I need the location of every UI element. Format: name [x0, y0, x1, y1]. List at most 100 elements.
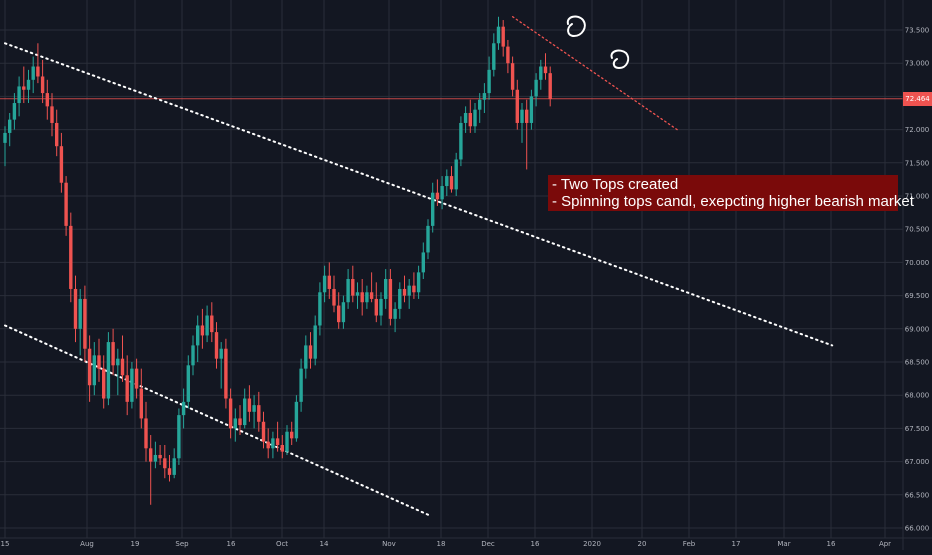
candle-body — [280, 445, 284, 452]
candle-body — [416, 272, 421, 293]
candle-body — [40, 76, 45, 94]
y-tick-label: 69.500 — [905, 292, 930, 300]
candle-body — [22, 86, 26, 90]
y-tick-label: 69.000 — [905, 325, 930, 333]
candle-body — [337, 305, 341, 323]
candle-body — [12, 103, 17, 120]
x-tick-label: Oct — [276, 540, 288, 548]
x-tick-label: 18 — [437, 540, 446, 548]
candle-body — [548, 73, 552, 100]
y-tick-label: 71.500 — [905, 159, 930, 167]
candle-body — [431, 192, 435, 226]
candle-body — [64, 182, 68, 226]
candle-body — [228, 398, 233, 429]
candle-body — [492, 43, 496, 70]
candle-body — [369, 292, 374, 299]
annotation-line-2: - Spinning tops candl, exepcting higher … — [552, 193, 914, 210]
candle-body — [247, 398, 252, 412]
candle-body — [534, 79, 538, 97]
candle-body — [3, 132, 7, 143]
candle-body — [374, 298, 378, 316]
x-tick-label: Aug — [80, 540, 94, 548]
candle-body — [449, 176, 454, 190]
candle-body — [59, 146, 64, 183]
candle-body — [210, 315, 214, 333]
x-tick-label: 19 — [131, 540, 140, 548]
candle-body — [257, 405, 261, 422]
candle-body — [111, 342, 115, 366]
x-tick-label: 14 — [320, 540, 329, 548]
y-tick-label: 66.000 — [905, 525, 930, 533]
candle-body — [285, 431, 289, 452]
x-tick-label: Apr — [879, 540, 891, 548]
candle-body — [139, 388, 143, 419]
last-price-label: 72.464 — [903, 91, 932, 106]
candle-body — [36, 66, 40, 77]
candle-body — [421, 252, 425, 273]
candle-body — [172, 458, 176, 475]
candle-body — [355, 292, 360, 296]
candle-body — [426, 225, 430, 253]
candle-body — [379, 298, 383, 316]
candle-body — [398, 288, 402, 309]
y-tick-label: 70.500 — [905, 226, 930, 234]
candle-body — [55, 122, 59, 147]
candle-body — [478, 99, 482, 110]
x-tick-label: 20 — [638, 540, 647, 548]
candle-body — [304, 345, 308, 369]
candle-body — [365, 292, 369, 303]
candle-body — [529, 96, 534, 123]
candle-body — [440, 186, 444, 200]
y-tick-label: 68.500 — [905, 359, 930, 367]
x-tick-label: 16 — [531, 540, 540, 548]
candle-body — [468, 113, 472, 127]
candle-body — [308, 345, 313, 359]
candle-body — [26, 79, 31, 90]
candle-body — [45, 93, 49, 107]
y-tick-label: 68.000 — [905, 392, 930, 400]
x-tick-label: 16 — [827, 540, 836, 548]
x-tick-label: 15 — [1, 540, 10, 548]
y-tick-label: 67.000 — [905, 458, 930, 466]
candle-body — [275, 438, 280, 445]
candle-body — [106, 342, 111, 399]
annotation-box: - Two Tops created - Spinning tops candl… — [548, 175, 914, 211]
candle-body — [181, 401, 186, 416]
candle-body — [360, 292, 364, 303]
y-tick-label: 66.500 — [905, 491, 930, 499]
candle-body — [388, 279, 393, 319]
y-tick-label: 71.000 — [905, 193, 930, 201]
candle-body — [435, 192, 440, 200]
x-tick-label: Dec — [481, 540, 495, 548]
candle-body — [454, 159, 458, 190]
candle-body — [271, 438, 275, 449]
candle-body — [341, 302, 346, 323]
candle-body — [102, 368, 106, 399]
candle-body — [487, 69, 491, 94]
candle-body — [318, 292, 322, 326]
candle-body — [153, 454, 158, 462]
x-tick-label: Sep — [175, 540, 189, 548]
candle-body — [92, 355, 96, 386]
annotation-line-1: - Two Tops created — [552, 176, 679, 193]
candle-body — [525, 109, 529, 123]
x-tick-label: 2020 — [583, 540, 601, 548]
candle-body — [191, 345, 195, 366]
candle-body — [539, 66, 543, 80]
candle-body — [186, 365, 190, 402]
candle-body — [219, 348, 223, 359]
candle-body — [520, 109, 524, 123]
candle-body — [243, 398, 247, 426]
candle-body — [501, 26, 505, 47]
candle-body — [473, 109, 477, 127]
candle-body — [120, 358, 125, 376]
candle-body — [83, 298, 87, 349]
candle-body — [97, 355, 101, 369]
y-tick-label: 70.000 — [905, 259, 930, 267]
lower-channel-line — [4, 324, 429, 516]
candle-body — [214, 332, 219, 359]
upper-channel-line — [4, 42, 834, 347]
y-tick-label: 73.000 — [905, 60, 930, 68]
